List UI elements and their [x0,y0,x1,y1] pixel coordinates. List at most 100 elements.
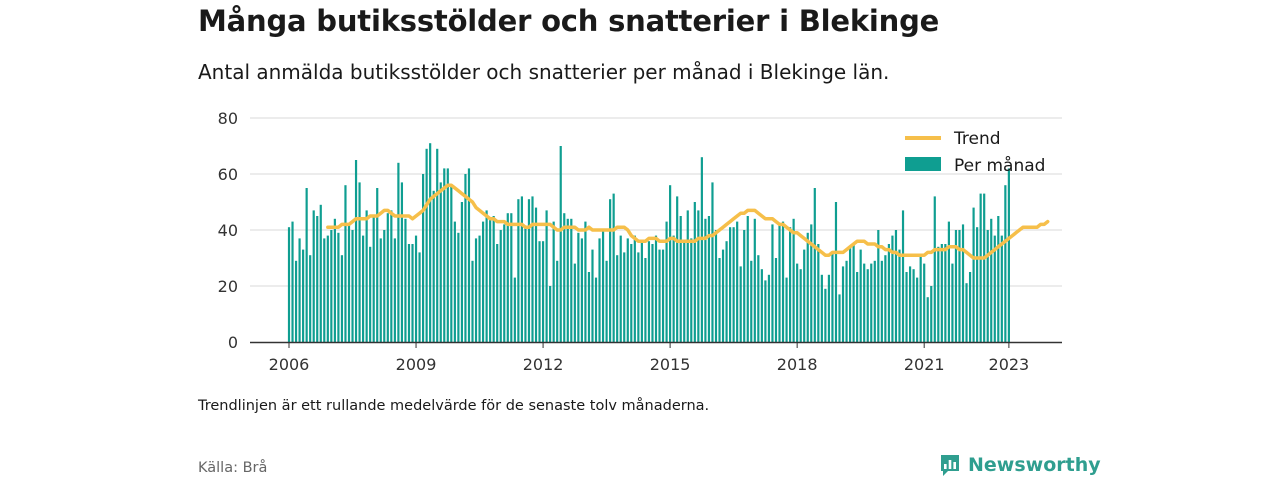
bar [690,238,693,342]
bar [619,235,622,342]
bar [534,207,538,342]
bar [379,238,382,342]
bar [580,238,583,342]
bar [672,235,675,342]
bar [605,260,608,342]
bar [665,221,668,342]
bar [513,277,516,342]
bar [453,221,456,342]
bar [838,294,841,342]
bar [644,258,647,342]
chart-note: Trendlinjen är ett rullande medelvärde f… [198,398,710,414]
bar [549,286,552,342]
bar [785,277,788,342]
bar [908,266,912,342]
bar [552,221,555,342]
brand-name: Newsworthy [968,454,1101,476]
bar [845,260,848,342]
bar [873,260,876,342]
bar [725,241,728,342]
bar [676,196,679,342]
bar [616,255,619,342]
bar [506,213,509,342]
bar [916,277,919,342]
bar [601,230,605,342]
bar [947,221,950,342]
bar [718,258,721,342]
bar [951,263,954,342]
bar [464,174,467,342]
bar [531,196,534,342]
brand-logo[interactable]: Newsworthy [939,451,1101,479]
bar [933,196,936,342]
bar [877,230,880,342]
bar [799,269,802,342]
bar [736,221,739,342]
bar [859,249,862,342]
bar [626,238,629,342]
bar [362,235,365,342]
bar [474,238,478,342]
bar [446,168,449,342]
bar [397,162,400,342]
bar [898,249,901,342]
bar [594,277,598,342]
bar [400,182,404,342]
x-tick-label-2012: 2012 [523,355,564,374]
bar [760,269,763,342]
bar [538,241,541,342]
x-tick-label-2018: 2018 [777,355,818,374]
x-tick-label-2023: 2023 [989,355,1030,374]
bar [333,218,336,342]
bar [919,255,922,342]
bar [732,227,735,342]
bar [856,272,859,342]
bar [746,216,749,342]
bar [729,227,732,342]
bar [584,221,587,342]
bar [986,230,989,342]
x-tick-label-2006: 2006 [269,355,310,374]
chart-subtitle: Antal anmälda butiksstölder och snatteri… [198,60,890,84]
bar [471,260,474,342]
bar [492,216,495,342]
bar [467,168,471,342]
bar [319,204,322,342]
x-axis-labels: 2006 2009 2012 2015 2018 2021 2023 [269,342,1030,374]
bar [781,221,785,342]
bar [429,143,432,342]
y-tick-label-80: 80 [218,109,238,128]
bar [930,286,933,342]
bar [302,249,305,342]
bar [827,274,831,342]
bar [704,218,707,342]
bar [630,244,633,342]
bar [566,218,569,342]
bar [669,185,672,342]
bar [767,274,771,342]
bar [383,230,386,342]
bar [485,210,488,342]
bar [358,182,361,342]
bar [866,269,869,342]
bar [976,227,979,342]
bar [294,260,298,342]
bar [372,216,375,342]
bar [954,230,958,342]
bar [757,255,760,342]
bar [774,258,778,342]
bar [841,266,845,342]
legend: Trend Per månad [905,129,1045,176]
bar [524,227,527,342]
bar [633,235,636,342]
bar [848,246,852,342]
bar [764,280,767,342]
bar [344,185,347,342]
bar [347,224,351,342]
bar [612,193,615,342]
bar [778,224,781,342]
bar [700,157,703,342]
bar [820,274,823,342]
bar [598,238,601,342]
bar [407,244,411,342]
